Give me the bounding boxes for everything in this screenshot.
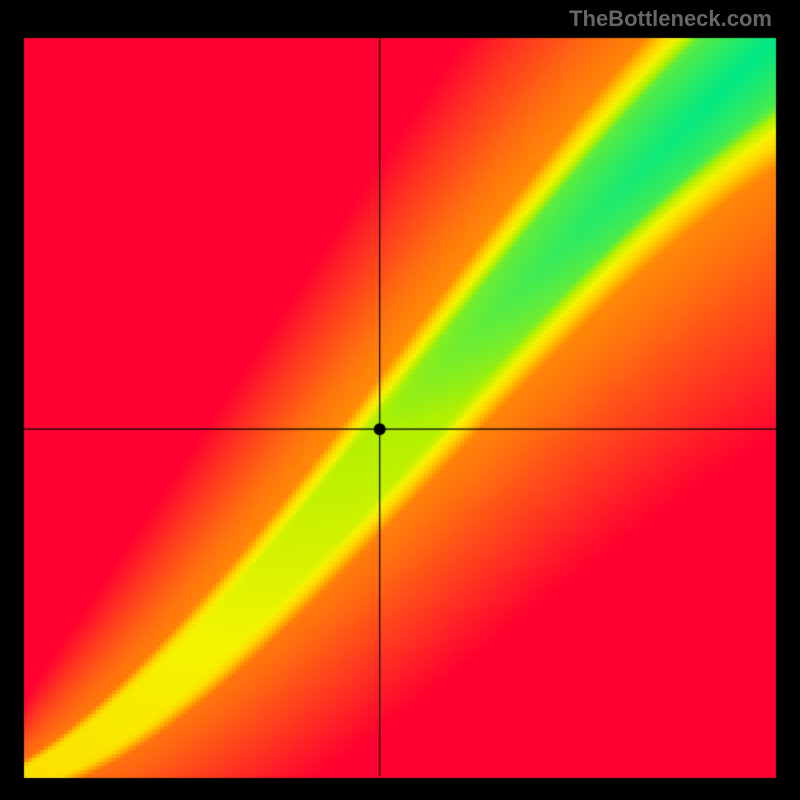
bottleneck-heatmap	[0, 0, 800, 800]
chart-container: { "watermark": { "text": "TheBottleneck.…	[0, 0, 800, 800]
watermark-text: TheBottleneck.com	[569, 6, 772, 32]
